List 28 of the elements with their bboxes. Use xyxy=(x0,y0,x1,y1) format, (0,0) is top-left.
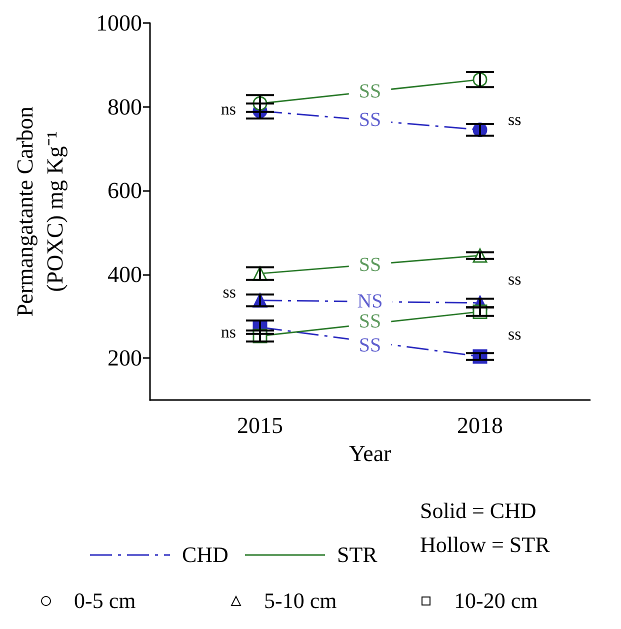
annotation: ss xyxy=(222,282,236,302)
annotation: ns xyxy=(220,99,236,118)
x-tick-label: 2018 xyxy=(457,413,503,438)
legend-label: STR xyxy=(337,542,378,568)
y-tick-label: 200 xyxy=(108,346,142,371)
y-tick-label: 1000 xyxy=(96,10,142,36)
annotation: ss xyxy=(508,324,522,344)
y-tick-label: 600 xyxy=(108,178,142,204)
x-axis-title: Year xyxy=(348,441,392,466)
annotation: ss xyxy=(508,110,522,129)
annotation: SS xyxy=(358,334,382,357)
text: Hollow = STR xyxy=(420,532,550,558)
annotation: SS xyxy=(358,109,382,132)
annotation: SS xyxy=(358,254,382,276)
annotation: SS xyxy=(358,310,382,332)
y-tick-label: 800 xyxy=(108,94,142,120)
y-tick-label: 400 xyxy=(108,262,142,287)
annotation: ss xyxy=(508,270,522,289)
annotation: SS xyxy=(358,80,382,103)
annotation: ns xyxy=(220,322,236,342)
text: 5-10 cm xyxy=(264,588,337,614)
text: 10-20 cm xyxy=(454,588,538,614)
text: Solid = CHD xyxy=(420,498,536,524)
annotation: NS xyxy=(357,290,383,313)
y-axis-title: Permangatante Carbon (POXC) mg Kg⁻¹ xyxy=(12,106,68,317)
text: 0-5 cm xyxy=(74,588,136,614)
x-tick-label: 2015 xyxy=(237,413,283,438)
legend-label: CHD xyxy=(182,542,228,568)
